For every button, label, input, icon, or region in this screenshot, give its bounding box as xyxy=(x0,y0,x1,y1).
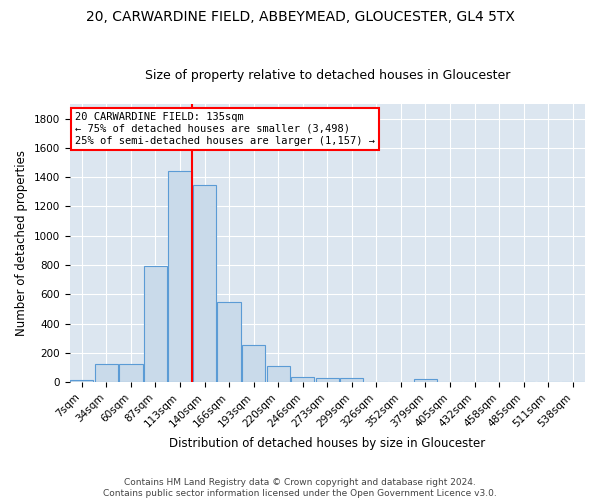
Text: 20 CARWARDINE FIELD: 135sqm
← 75% of detached houses are smaller (3,498)
25% of : 20 CARWARDINE FIELD: 135sqm ← 75% of det… xyxy=(74,112,374,146)
Bar xyxy=(414,379,437,382)
Bar xyxy=(291,377,314,382)
Bar xyxy=(169,172,191,382)
Bar xyxy=(217,302,241,382)
Title: Size of property relative to detached houses in Gloucester: Size of property relative to detached ho… xyxy=(145,69,510,82)
Bar xyxy=(144,266,167,382)
Bar xyxy=(70,380,94,382)
Bar xyxy=(316,378,339,382)
Bar xyxy=(242,346,265,382)
Bar xyxy=(193,185,216,382)
X-axis label: Distribution of detached houses by size in Gloucester: Distribution of detached houses by size … xyxy=(169,437,485,450)
Bar xyxy=(266,366,290,382)
Y-axis label: Number of detached properties: Number of detached properties xyxy=(15,150,28,336)
Bar xyxy=(95,364,118,382)
Bar xyxy=(119,364,143,382)
Text: 20, CARWARDINE FIELD, ABBEYMEAD, GLOUCESTER, GL4 5TX: 20, CARWARDINE FIELD, ABBEYMEAD, GLOUCES… xyxy=(86,10,514,24)
Text: Contains HM Land Registry data © Crown copyright and database right 2024.
Contai: Contains HM Land Registry data © Crown c… xyxy=(103,478,497,498)
Bar xyxy=(340,378,364,382)
